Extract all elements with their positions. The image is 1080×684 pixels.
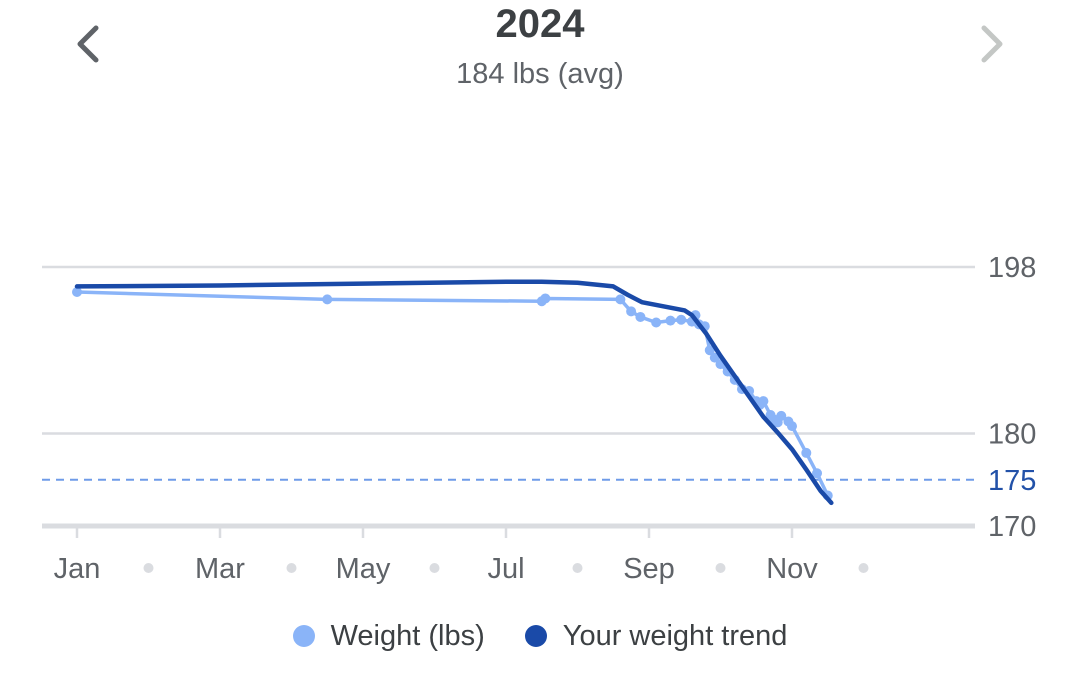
x-tick-dot-4 [286,563,297,573]
y-tick-label-198: 198 [988,252,1036,284]
weight-point [665,315,676,326]
previous-year-button[interactable] [58,14,122,74]
weight-point [626,306,637,317]
weight-point [676,314,687,325]
page-title: 2024 [495,2,585,46]
x-tick-label-sep: Sep [623,553,675,585]
legend-label-weight: Weight (lbs) [330,619,485,652]
goal-line-label: 175 [988,465,1036,497]
x-tick-label-nov: Nov [766,553,818,585]
weight-legend-dot [292,625,315,647]
next-year-button[interactable] [958,14,1022,74]
weight-point [322,294,333,305]
weight-point [776,410,787,421]
weight-series [72,286,833,501]
legend-item-weight[interactable]: Weight (lbs) [292,619,485,653]
legend-label-trend: Your weight trend [562,619,788,652]
weight-point [709,352,720,363]
weight-point [540,293,551,304]
average-weight-subtitle: 184 lbs (avg) [456,58,624,90]
x-tick-label-jul: Jul [487,553,524,585]
weight-point [635,311,646,322]
x-tick-label-jan: Jan [54,553,101,585]
chevron-right-icon [981,25,1003,63]
weight-point [787,421,797,432]
chevron-left-icon [77,25,99,63]
grid-layer [42,265,975,529]
weight-point [615,294,626,305]
trend-line [74,279,834,506]
y-axis-labels: 170 180 198 175 [988,252,1036,543]
x-tick-label-may: May [336,553,391,585]
x-axis: Jan Mar May Jul Sep Nov [54,528,869,585]
legend: Weight (lbs) Your weight trend [0,614,1080,658]
trend-legend-dot [524,625,547,647]
weight-point [704,345,715,356]
weight-point [801,447,812,458]
x-tick-dot-10 [715,563,726,573]
x-tick-dot-8 [572,563,583,573]
legend-item-trend[interactable]: Your weight trend [524,619,788,653]
x-tick-dot-6 [429,563,440,573]
weight-point [72,286,82,297]
x-tick-dot-2 [143,563,154,573]
weight-line [75,290,830,498]
weight-point [812,468,823,479]
x-tick-label-mar: Mar [195,553,245,585]
y-tick-label-180: 180 [988,419,1036,451]
y-tick-label-170: 170 [988,511,1036,543]
weight-point [758,396,769,407]
weight-point [651,317,662,328]
x-tick-dot-12 [858,563,869,573]
trend-series [74,279,834,506]
header: 2024 184 lbs (avg) [0,0,1080,110]
